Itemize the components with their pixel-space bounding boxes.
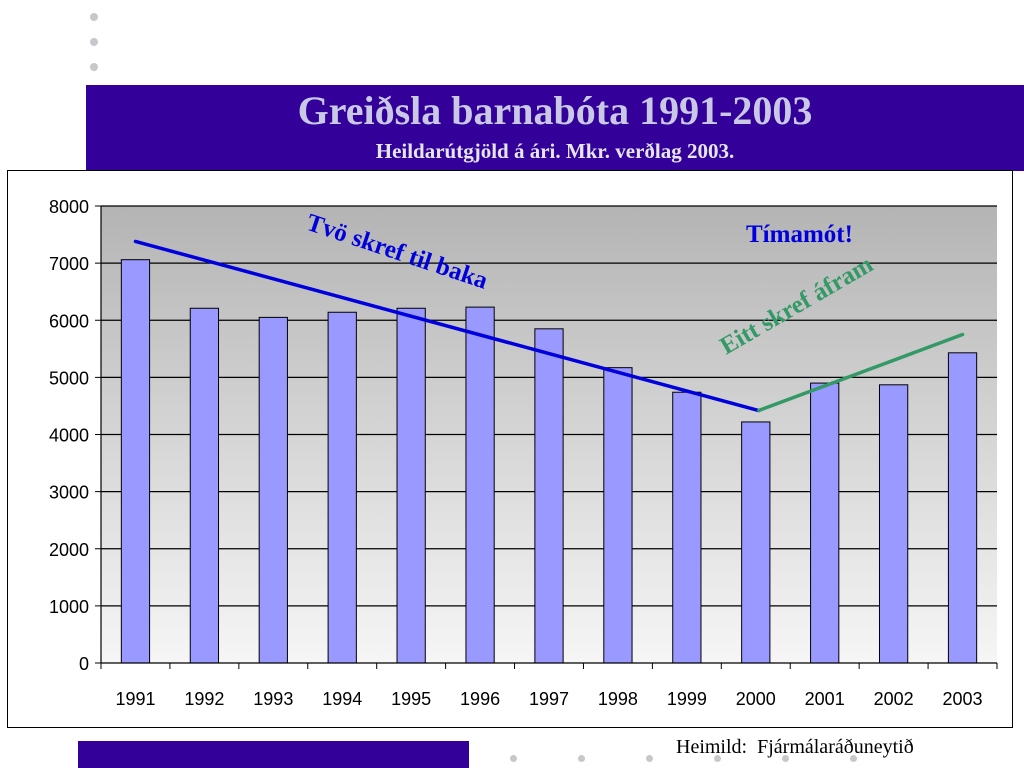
y-tick-label: 0 <box>79 654 89 674</box>
x-tick-label: 2002 <box>874 689 914 709</box>
bar-2003 <box>947 352 978 664</box>
decor-dot <box>510 755 517 762</box>
bar-1996 <box>465 306 495 664</box>
slide-title: Greiðsla barnabóta 1991-2003 <box>297 88 813 133</box>
x-tick-label: 1997 <box>529 689 569 709</box>
y-tick-label: 6000 <box>49 311 89 331</box>
bar-chart: 0 1000 2000 3000 4000 5000 6000 7000 8000 1991 199… <box>49 197 998 709</box>
bar-1994 <box>327 311 357 664</box>
y-tick-label: 1000 <box>49 597 89 617</box>
bar-1992 <box>189 307 220 664</box>
y-tick-label: 2000 <box>49 540 89 560</box>
decor-dot <box>90 13 98 21</box>
decor-dot <box>90 63 98 71</box>
x-tick-label: 1998 <box>598 689 638 709</box>
trend-line-down <box>133 239 761 413</box>
bar-1999 <box>672 391 702 664</box>
bar-1998 <box>603 367 633 664</box>
slide-subtitle: Heildarútgjöld á ári. Mkr. verðlag 2003. <box>375 139 735 163</box>
decor-dot <box>714 755 721 762</box>
x-tick-label: 1995 <box>391 689 431 709</box>
source-note: Heimild: Fjármálaráðuneytið <box>676 736 914 758</box>
bar-1993 <box>258 316 288 664</box>
y-tick-label: 3000 <box>49 483 89 503</box>
footer-bar <box>78 741 469 768</box>
annotation-milestone: Tímamót! <box>746 221 853 248</box>
x-tick-label: 1992 <box>184 689 224 709</box>
bar-2002 <box>878 384 909 664</box>
y-tick-label: 4000 <box>49 426 89 446</box>
bar-1995 <box>396 307 426 664</box>
y-tick-label: 8000 <box>49 197 89 217</box>
x-tick-label: 1994 <box>322 689 362 709</box>
decor-dot <box>782 755 789 762</box>
y-tick-label: 7000 <box>49 254 89 274</box>
bar-2000 <box>741 421 771 664</box>
x-tick-label: 1999 <box>667 689 707 709</box>
bar-1991 <box>120 259 151 664</box>
bar-2001 <box>810 382 840 664</box>
decor-dot <box>850 755 857 762</box>
decor-dot <box>90 38 98 46</box>
y-tick-label: 5000 <box>49 368 89 388</box>
trend-line-up <box>757 332 965 413</box>
decor-dot <box>646 755 653 762</box>
decor-dot <box>578 755 585 762</box>
x-tick-label: 1991 <box>115 689 155 709</box>
x-tick-label: 2000 <box>736 689 776 709</box>
x-tick-label: 2001 <box>805 689 845 709</box>
chart-frame: 0 1000 2000 3000 4000 5000 6000 7000 8000 1991 199… <box>7 170 1013 728</box>
title-band: Greiðsla barnabóta 1991-2003 Heildarútgj… <box>86 85 1024 171</box>
x-tick-label: 1996 <box>460 689 500 709</box>
bar-1997 <box>534 328 564 664</box>
x-tick-label: 1993 <box>253 689 293 709</box>
x-tick-label: 2003 <box>943 689 983 709</box>
